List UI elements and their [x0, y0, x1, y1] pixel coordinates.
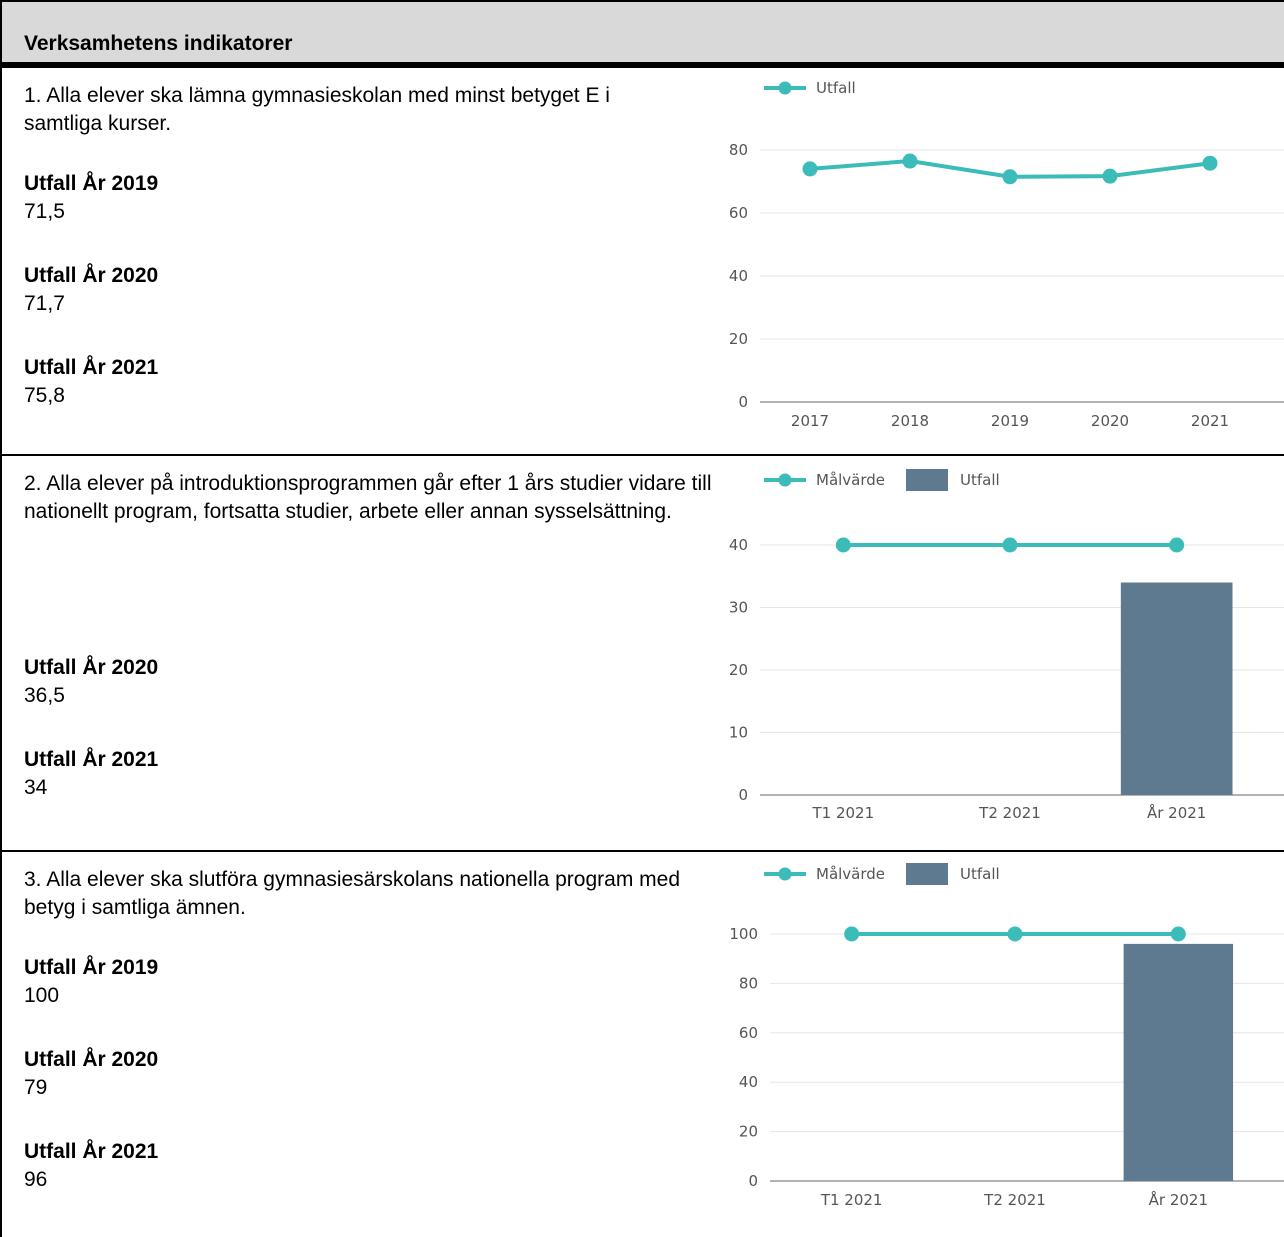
legend-bar-swatch — [906, 863, 948, 885]
y-tick-label: 20 — [739, 1123, 758, 1141]
data-point — [844, 926, 860, 942]
indicator-1-text: 1. Alla elever ska lämna gymnasieskolan … — [24, 84, 610, 135]
indicator-1-chart: 0 20 40 60 80 2017 2018 2019 2020 2021 Utfall — [729, 79, 1284, 430]
x-tick-label: År 2021 — [1149, 1190, 1208, 1209]
legend-label: Målvärde — [816, 471, 885, 489]
data-point — [1102, 168, 1118, 184]
x-tick-label: 2017 — [791, 412, 829, 430]
stat-value: 71,5 — [24, 200, 65, 223]
y-tick-label: 10 — [729, 724, 748, 742]
indicator-3-stat-1: Utfall År 2019 100 — [24, 954, 424, 1010]
indicator-row-3: 3. Alla elever ska slutföra gymnasiesärs… — [2, 852, 1284, 1237]
x-tick-label: 2018 — [891, 412, 929, 430]
x-tick-label: 2021 — [1191, 412, 1229, 430]
stat-value: 36,5 — [24, 684, 65, 707]
x-tick-label: T2 2021 — [983, 1191, 1046, 1209]
bar — [1123, 943, 1234, 1181]
y-tick-label: 100 — [729, 925, 758, 943]
indicator-1-description: 1. Alla elever ska lämna gymnasieskolan … — [24, 82, 724, 138]
stat-label: Utfall År 2021 — [24, 356, 159, 379]
indicator-3-description: 3. Alla elever ska slutföra gymnasiesärs… — [24, 866, 724, 922]
indicator-3-stat-2: Utfall År 2020 79 — [24, 1046, 424, 1102]
stat-value: 79 — [24, 1076, 48, 1099]
data-point — [1007, 926, 1023, 942]
y-tick-label: 40 — [729, 536, 748, 554]
stat-label: Utfall År 2020 — [24, 264, 159, 287]
indicator-row-1: 1. Alla elever ska lämna gymnasieskolan … — [2, 68, 1284, 456]
x-tick-label: T1 2021 — [820, 1191, 883, 1209]
y-tick-label: 0 — [738, 786, 748, 804]
indicator-2-stat-2: Utfall År 2021 34 — [24, 746, 424, 802]
x-tick-label: 2019 — [991, 412, 1029, 430]
stat-label: Utfall År 2021 — [24, 1140, 159, 1163]
y-tick-label: 30 — [729, 599, 748, 617]
indicator-1-stat-3: Utfall År 2021 75,8 — [24, 354, 424, 410]
legend-marker — [778, 473, 792, 487]
x-tick-label: T2 2021 — [978, 804, 1041, 822]
x-tick-label: T1 2021 — [812, 804, 875, 822]
stat-value: 96 — [24, 1168, 48, 1191]
stat-label: Utfall År 2019 — [24, 172, 159, 195]
y-tick-label: 0 — [748, 1172, 758, 1190]
y-tick-label: 20 — [729, 661, 748, 679]
legend-marker — [778, 81, 792, 95]
indicator-2-description: 2. Alla elever på introduktionsprogramme… — [24, 470, 724, 526]
data-point — [1002, 537, 1018, 553]
y-tick-label: 40 — [739, 1073, 758, 1091]
section-header: Verksamhetens indikatorer — [2, 2, 1284, 68]
stat-value: 100 — [24, 984, 60, 1007]
legend-label: Utfall — [816, 79, 856, 97]
y-tick-label: 80 — [729, 141, 748, 159]
indicator-2-text: 2. Alla elever på introduktionsprogramme… — [24, 472, 712, 523]
legend-bar-swatch — [906, 469, 948, 491]
y-tick-label: 60 — [739, 1024, 758, 1042]
indicator-row-2: 2. Alla elever på introduktionsprogramme… — [2, 456, 1284, 852]
y-tick-label: 80 — [739, 974, 758, 992]
indicator-3-text: 3. Alla elever ska slutföra gymnasiesärs… — [24, 868, 680, 919]
stat-value: 75,8 — [24, 384, 65, 407]
stat-label: Utfall År 2020 — [24, 656, 159, 679]
stat-label: Utfall År 2019 — [24, 956, 159, 979]
data-point — [802, 161, 818, 177]
legend-label: Utfall — [960, 865, 1000, 883]
data-point — [1169, 537, 1185, 553]
x-tick-label: År 2021 — [1147, 803, 1206, 822]
legend-label: Målvärde — [816, 865, 885, 883]
data-point — [1002, 169, 1018, 185]
stat-value: 71,7 — [24, 292, 65, 315]
legend-marker — [778, 867, 792, 881]
indicator-1-stat-1: Utfall År 2019 71,5 — [24, 170, 424, 226]
x-tick-label: 2020 — [1091, 412, 1129, 430]
bar — [1120, 582, 1233, 795]
indicator-1-stat-2: Utfall År 2020 71,7 — [24, 262, 424, 318]
indicator-2-chart: 0 10 20 30 40 T1 2021 T2 2021 År 2021 Målvärde Ut… — [729, 469, 1284, 822]
data-point — [835, 537, 851, 553]
data-point — [1202, 155, 1218, 171]
section-title: Verksamhetens indikatorer — [24, 32, 293, 55]
y-tick-label: 60 — [729, 204, 748, 222]
stat-label: Utfall År 2020 — [24, 1048, 159, 1071]
indicator-3-stat-3: Utfall År 2021 96 — [24, 1138, 424, 1194]
legend-label: Utfall — [960, 471, 1000, 489]
stat-label: Utfall År 2021 — [24, 748, 159, 771]
indicator-3-chart: 0 20 40 60 80 100 T1 2021 T2 2021 År 2021 Målvärd… — [729, 863, 1284, 1209]
data-point — [1170, 926, 1186, 942]
data-point — [902, 153, 918, 169]
indicator-2-stat-1: Utfall År 2020 36,5 — [24, 654, 424, 710]
stat-value: 34 — [24, 776, 48, 799]
y-tick-label: 20 — [729, 330, 748, 348]
y-tick-label: 0 — [738, 393, 748, 411]
y-tick-label: 40 — [729, 267, 748, 285]
